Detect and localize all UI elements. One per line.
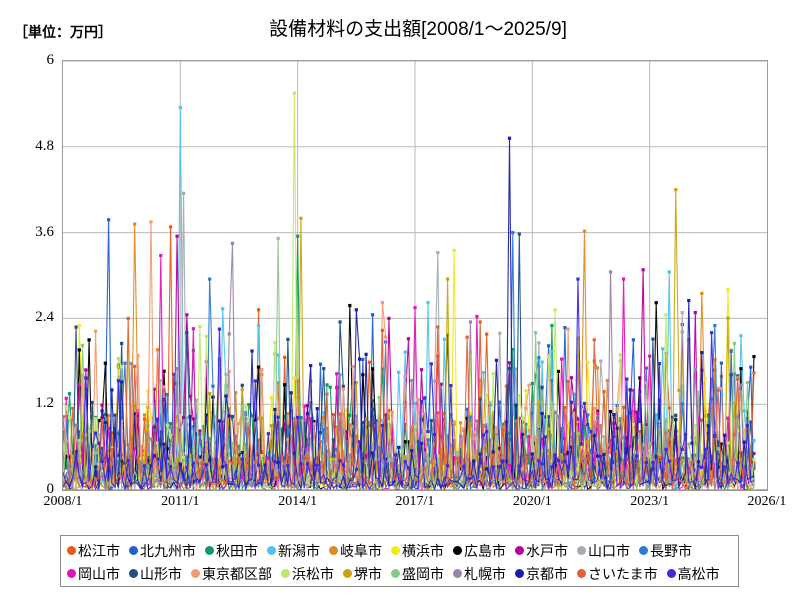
x-tick-label: 2008/1 [43,494,83,509]
legend-label: 山形市 [140,565,182,582]
x-tick-label: 2020/1 [512,494,552,509]
unit-label: ［単位：万円］ [14,24,112,40]
legend-marker-icon [577,569,586,578]
legend-item[interactable]: 札幌市 [453,567,506,581]
x-tick-label: 2017/1 [395,494,435,509]
legend-item[interactable]: 岐阜市 [329,544,382,558]
legend-label: 松江市 [78,542,120,559]
legend-marker-icon [191,569,200,578]
y-tick-label: 0 [46,481,55,497]
legend-label: 岐阜市 [340,542,382,559]
legend-item[interactable]: 盛岡市 [391,567,444,581]
legend-label: 横浜市 [402,542,444,559]
legend-marker-icon [515,569,524,578]
y-tick-label: 4.8 [35,137,54,154]
legend-marker-icon [639,546,648,555]
legend-marker-icon [129,546,138,555]
x-tick-label: 2026/1 [747,494,787,509]
legend-item[interactable]: 高松市 [666,565,720,582]
legend-label: 高松市 [677,565,720,582]
y-tick-label: 1.2 [35,395,54,412]
legend-label: 岡山市 [78,565,120,582]
legend-item[interactable]: 水戸市 [515,544,568,558]
legend-marker-icon [281,569,290,578]
legend-item[interactable]: 新潟市 [267,544,320,558]
x-tick-label: 2014/1 [278,494,318,509]
legend-marker-icon [577,546,586,555]
y-tick-label: 6 [46,52,55,68]
plot-area [62,60,768,491]
legend-item[interactable]: 堺市 [343,567,382,581]
legend-marker-icon [453,546,462,555]
legend-marker-icon [329,546,338,555]
legend-marker-icon [267,546,276,555]
legend-item[interactable]: 京都市 [515,567,568,581]
legend-marker-icon [453,569,462,578]
x-tick-label: 2023/1 [630,494,670,509]
page-title: 設備材料の支出額[2008/1～2025/9] [269,19,567,40]
legend-marker-icon [515,546,524,555]
legend-item[interactable]: 東京都区部 [191,567,272,581]
legend-item[interactable]: さいたま市 [577,567,658,581]
legend-item[interactable]: 北九州市 [129,544,196,558]
legend-item[interactable]: 広島市 [453,544,506,558]
legend-row: 松江市 北九州市 秋田市 新潟市 岐阜市 横浜市 広島市 水戸市 山口市 長野市 [67,539,738,562]
legend-label: 堺市 [354,565,382,582]
legend-item[interactable]: 松江市 [67,544,120,558]
legend-marker-icon [391,546,400,555]
x-tick-label: 2011/1 [161,494,200,509]
legend-item[interactable]: 横浜市 [391,544,444,558]
series-高松市 [63,277,755,490]
legend-item[interactable]: 山口市 [577,544,630,558]
legend-marker-icon [391,569,400,578]
legend-label: 山口市 [588,542,630,559]
legend-item[interactable]: 長野市 [639,544,692,558]
legend-label: 浜松市 [292,565,334,582]
legend-item[interactable]: 山形市 [129,567,182,581]
legend: 松江市 北九州市 秋田市 新潟市 岐阜市 横浜市 広島市 水戸市 山口市 長野市岡山市 山形市 東京都… [60,535,739,587]
legend-label: 水戸市 [526,542,568,559]
legend-label: 東京都区部 [202,565,272,582]
legend-label: 広島市 [464,542,506,559]
legend-item[interactable]: 岡山市 [67,567,120,581]
legend-marker-icon [129,569,138,578]
legend-marker-icon [67,569,76,578]
legend-item[interactable]: 浜松市 [281,567,334,581]
legend-item[interactable]: 秋田市 [205,544,258,558]
legend-label: 盛岡市 [402,565,444,582]
legend-marker-icon [67,546,76,555]
legend-label: 秋田市 [216,542,258,559]
legend-marker-icon [205,546,214,555]
legend-marker-icon [666,569,676,578]
legend-marker-icon [343,569,352,578]
chart-canvas [63,61,767,490]
legend-row: 岡山市 山形市 東京都区部 浜松市 堺市 盛岡市 札幌市 京都市 さいたま市 高松市 [67,562,738,585]
legend-label: 長野市 [650,542,692,559]
legend-label: 新潟市 [278,542,320,559]
legend-label: 京都市 [526,565,568,582]
legend-label: 札幌市 [464,565,506,582]
y-tick-label: 3.6 [35,223,54,240]
y-tick-label: 2.4 [35,309,54,326]
legend-label: 北九州市 [140,542,196,559]
legend-label: さいたま市 [588,565,658,582]
